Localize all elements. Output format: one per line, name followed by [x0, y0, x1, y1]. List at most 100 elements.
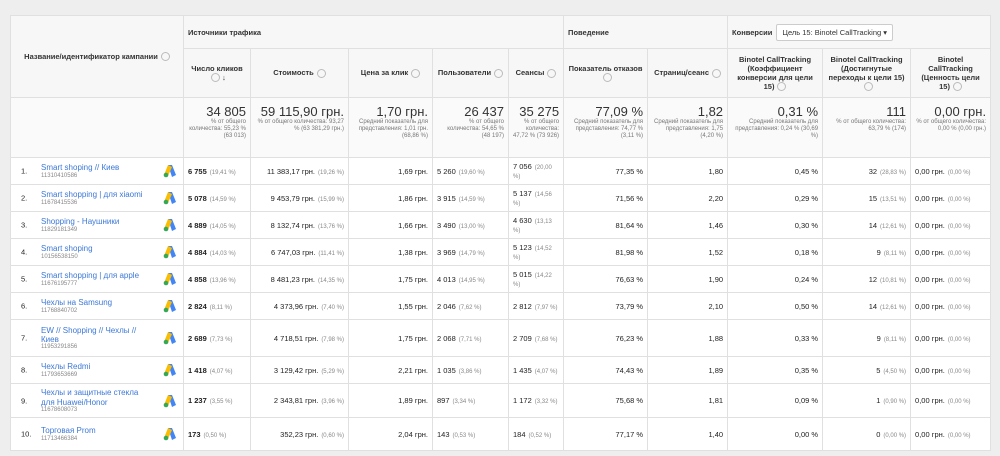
column-header[interactable]: Пользователи: [432, 48, 509, 98]
cost-value: 3 129,42 грн.: [273, 365, 319, 375]
conversion-rate-cell: 0,33 %: [727, 319, 824, 357]
cpc-cell: 1,66 грн.: [348, 211, 433, 239]
campaign-link[interactable]: Чехлы Redmi: [41, 362, 91, 372]
column-header[interactable]: Стоимость: [250, 48, 349, 98]
goal-value-percent: (0,00 %): [947, 277, 971, 284]
help-icon[interactable]: [547, 68, 557, 78]
help-icon[interactable]: [602, 73, 612, 83]
help-icon[interactable]: [952, 82, 962, 92]
goal-value-percent: (0,00 %): [947, 336, 971, 343]
campaign-link[interactable]: Чехлы на Samsung: [41, 298, 113, 308]
campaign-link[interactable]: Smart shopping | для apple: [41, 271, 140, 281]
report-table-wrap: Название/идентификатор кампании Источник…: [10, 15, 992, 451]
cost-percent: (14,35 %): [317, 277, 344, 284]
goal-completions-cell: 1 (0,90 %): [822, 383, 912, 418]
sessions-percent: (13,13 %): [513, 219, 552, 234]
help-icon[interactable]: [777, 82, 787, 92]
conversion-rate-cell: 0,09 %: [727, 383, 824, 418]
help-icon[interactable]: [316, 68, 326, 78]
campaign-link[interactable]: Торговая Prom: [41, 426, 96, 436]
pages-per-session-cell: 1,89: [647, 356, 729, 384]
total-value: 1,82: [697, 104, 724, 119]
campaign-id: 11793653669: [41, 371, 78, 378]
totals-row: 34 805% от общего количества: 55,23 % (6…: [10, 97, 992, 158]
help-icon[interactable]: [160, 52, 170, 62]
goal-dropdown[interactable]: Цель 15: Binotel CallTracking ▾: [776, 23, 894, 41]
column-header[interactable]: Binotel CallTracking (Достигнутые перехо…: [822, 48, 912, 98]
campaign-row: 8. Чехлы Redmi 11793653669 1 418 (4,07 %) 3 1…: [10, 356, 992, 384]
cost-value: 11 383,17 грн.: [266, 166, 315, 176]
campaign-link[interactable]: Smart shopping | для xiaomi: [41, 190, 143, 200]
goal-completions-value: 14: [868, 220, 878, 230]
campaign-row: 9. Чехлы и защитные стекла для Huawei/Hon…: [10, 383, 992, 418]
help-icon[interactable]: [211, 73, 221, 83]
campaign-link[interactable]: Shopping - Наушники: [41, 217, 120, 227]
goal-value-cell: 0,00 грн. (0,00 %): [910, 319, 992, 357]
goal-value-value: 0,00 грн.: [915, 247, 945, 257]
users-percent: (14,59 %): [458, 196, 485, 203]
goal-value-percent: (0,00 %): [947, 223, 971, 230]
help-icon[interactable]: [712, 68, 721, 78]
campaign-link[interactable]: Smart shoping // Киев: [41, 163, 120, 173]
clicks-value: 4 858: [188, 274, 207, 284]
clicks-percent: (8,11 %): [209, 304, 233, 311]
column-header[interactable]: Число кликов ↓: [183, 48, 251, 98]
clicks-percent: (19,41 %): [209, 169, 236, 176]
campaign-row: 10. Торговая Prom 11713466384 173 (0,50 %) 35…: [10, 417, 992, 451]
sessions-cell: 1 435 (4,07 %): [507, 356, 565, 384]
bounce-rate-cell: 73,79 %: [563, 292, 649, 320]
campaign-cell: 4. Smart shoping 10156538150: [10, 238, 184, 266]
sessions-percent: (7,97 %): [534, 304, 558, 311]
campaign-id: 10156538150: [41, 253, 78, 260]
google-ads-icon: [163, 165, 176, 178]
campaign-link[interactable]: Чехлы и защитные стекла для Huawei/Honor: [41, 388, 139, 407]
help-icon[interactable]: [863, 82, 873, 92]
group-title: Конверсии: [732, 27, 773, 37]
clicks-percent: (3,55 %): [209, 399, 233, 405]
goal-value-cell: 0,00 грн. (0,00 %): [910, 417, 992, 451]
goal-value-value: 0,00 грн.: [915, 193, 945, 203]
sessions-percent: (0,52 %): [528, 432, 552, 439]
column-header[interactable]: Показатель отказов: [563, 48, 649, 98]
goal-value-value: 0,00 грн.: [915, 365, 945, 375]
campaign-cell: 9. Чехлы и защитные стекла для Huawei/Hon…: [10, 383, 184, 418]
campaign-row: 3. Shopping - Наушники 11829181349 4 889 (14…: [10, 211, 992, 239]
total-note: % от общего количества: 93,27 % (63 381,…: [257, 119, 344, 133]
cpc-cell: 2,04 грн.: [348, 417, 433, 451]
row-index: 6.: [21, 301, 28, 311]
column-header[interactable]: Binotel CallTracking (Ценность цели 15): [910, 48, 992, 98]
campaign-link[interactable]: Smart shoping: [41, 244, 93, 254]
campaign-link[interactable]: EW // Shopping // Чехлы // Киев: [41, 325, 137, 344]
campaign-cell: 1. Smart shoping // Киев 11310410586: [10, 157, 184, 185]
cost-percent: (7,40 %): [321, 304, 344, 311]
goal-completions-percent: (0,00 %): [883, 432, 907, 439]
goal-completions-value: 32: [868, 166, 878, 176]
pages-per-session-cell: 1,46: [647, 211, 729, 239]
group-header: Источники трафика: [182, 15, 565, 49]
clicks-cell: 4 889 (14,05 %): [183, 211, 251, 239]
help-icon[interactable]: [494, 68, 504, 78]
clicks-value: 173: [188, 429, 201, 439]
total-note: Средний показатель для представления: 74…: [574, 119, 644, 140]
campaign-row: 7. EW // Shopping // Чехлы // Киев 1195329…: [10, 319, 992, 357]
clicks-cell: 173 (0,50 %): [183, 417, 251, 451]
goal-value-value: 0,00 грн.: [915, 301, 945, 311]
sessions-value: 184: [513, 429, 526, 439]
help-icon[interactable]: [411, 68, 421, 78]
column-header[interactable]: Цена за клик: [348, 48, 433, 98]
column-header[interactable]: Страниц/сеанс: [647, 48, 729, 98]
total-cell: 111% от общего количества: 63,79 % (174): [822, 97, 912, 158]
column-header[interactable]: Сеансы: [507, 48, 565, 98]
conversion-rate-cell: 0,18 %: [727, 238, 824, 266]
goal-completions-value: 9: [876, 247, 881, 257]
goal-value-cell: 0,00 грн. (0,00 %): [910, 184, 992, 212]
users-value: 3 915: [437, 193, 456, 203]
clicks-percent: (7,73 %): [209, 336, 233, 343]
campaign-id: 11953291856: [41, 344, 78, 351]
row-index: 3.: [21, 220, 28, 230]
conversion-rate-cell: 0,45 %: [727, 157, 824, 185]
sessions-cell: 5 137 (14,56 %): [507, 184, 565, 212]
group-header-row: Название/идентификатор кампании Источник…: [10, 15, 992, 98]
column-header[interactable]: Binotel CallTracking (Коэффициент конвер…: [727, 48, 824, 98]
clicks-cell: 1 418 (4,07 %): [183, 356, 251, 384]
